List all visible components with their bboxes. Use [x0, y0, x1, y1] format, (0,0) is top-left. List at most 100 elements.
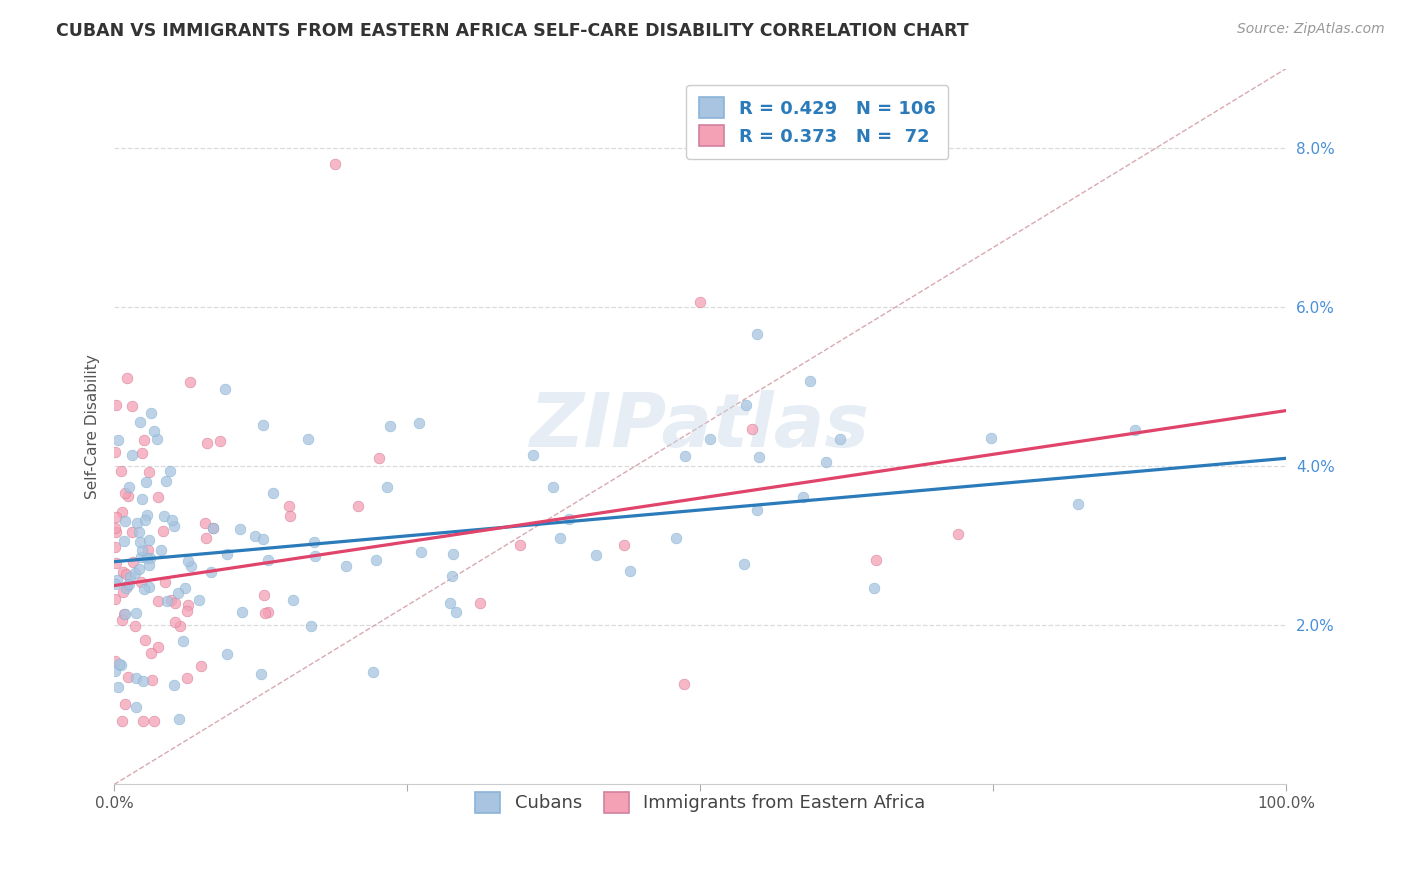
- Point: [792, 490, 814, 504]
- Point: [104, 541, 127, 555]
- Point: [117, 489, 139, 503]
- Point: [135, 551, 157, 566]
- Point: [107, 680, 129, 694]
- Point: [323, 157, 346, 171]
- Point: [408, 417, 430, 431]
- Point: [335, 558, 357, 573]
- Point: [117, 670, 139, 684]
- Point: [733, 557, 755, 571]
- Point: [128, 524, 150, 539]
- Point: [375, 480, 398, 494]
- Point: [366, 552, 388, 566]
- Point: [105, 573, 128, 587]
- Point: [139, 550, 162, 565]
- Point: [125, 516, 148, 531]
- Point: [114, 607, 136, 621]
- Point: [124, 566, 146, 580]
- Point: [444, 606, 467, 620]
- Point: [148, 640, 170, 654]
- Point: [134, 513, 156, 527]
- Point: [814, 455, 837, 469]
- Point: [202, 521, 225, 535]
- Point: [135, 508, 157, 523]
- Point: [522, 448, 544, 462]
- Point: [125, 671, 148, 685]
- Point: [104, 592, 127, 607]
- Point: [160, 513, 183, 527]
- Point: [135, 475, 157, 489]
- Point: [143, 424, 166, 438]
- Point: [104, 520, 127, 534]
- Point: [138, 580, 160, 594]
- Point: [124, 700, 146, 714]
- Point: [105, 398, 128, 412]
- Point: [735, 398, 758, 412]
- Point: [252, 532, 274, 546]
- Point: [297, 432, 319, 446]
- Point: [689, 295, 711, 310]
- Point: [112, 534, 135, 549]
- Point: [138, 558, 160, 572]
- Point: [114, 514, 136, 528]
- Point: [214, 383, 236, 397]
- Point: [830, 433, 852, 447]
- Point: [179, 375, 201, 389]
- Point: [699, 432, 721, 446]
- Point: [122, 555, 145, 569]
- Point: [159, 464, 181, 478]
- Point: [131, 491, 153, 506]
- Point: [105, 510, 128, 524]
- Point: [1125, 423, 1147, 437]
- Point: [304, 549, 326, 564]
- Point: [111, 613, 134, 627]
- Point: [104, 524, 127, 539]
- Point: [441, 568, 464, 582]
- Point: [115, 579, 138, 593]
- Point: [121, 448, 143, 462]
- Point: [541, 480, 564, 494]
- Point: [163, 615, 186, 630]
- Point: [665, 531, 688, 545]
- Point: [121, 400, 143, 414]
- Point: [176, 672, 198, 686]
- Point: [163, 678, 186, 692]
- Point: [368, 450, 391, 465]
- Point: [299, 619, 322, 633]
- Point: [120, 570, 142, 584]
- Point: [194, 516, 217, 530]
- Point: [153, 575, 176, 590]
- Point: [180, 559, 202, 574]
- Legend: Cubans, Immigrants from Eastern Africa: Cubans, Immigrants from Eastern Africa: [463, 780, 938, 825]
- Point: [256, 605, 278, 619]
- Point: [190, 659, 212, 673]
- Point: [114, 486, 136, 500]
- Point: [132, 582, 155, 596]
- Point: [111, 565, 134, 579]
- Point: [177, 554, 200, 568]
- Point: [208, 434, 231, 449]
- Point: [228, 522, 250, 536]
- Point: [302, 535, 325, 549]
- Point: [613, 538, 636, 552]
- Point: [153, 508, 176, 523]
- Point: [200, 565, 222, 579]
- Point: [558, 512, 581, 526]
- Point: [129, 535, 152, 549]
- Point: [745, 327, 768, 342]
- Point: [167, 712, 190, 726]
- Point: [128, 561, 150, 575]
- Point: [231, 606, 253, 620]
- Point: [136, 543, 159, 558]
- Point: [141, 406, 163, 420]
- Point: [146, 490, 169, 504]
- Point: [672, 677, 695, 691]
- Point: [163, 519, 186, 533]
- Point: [748, 450, 770, 464]
- Point: [946, 526, 969, 541]
- Point: [146, 594, 169, 608]
- Point: [129, 549, 152, 564]
- Point: [441, 547, 464, 561]
- Point: [143, 714, 166, 728]
- Point: [252, 417, 274, 432]
- Point: [115, 581, 138, 595]
